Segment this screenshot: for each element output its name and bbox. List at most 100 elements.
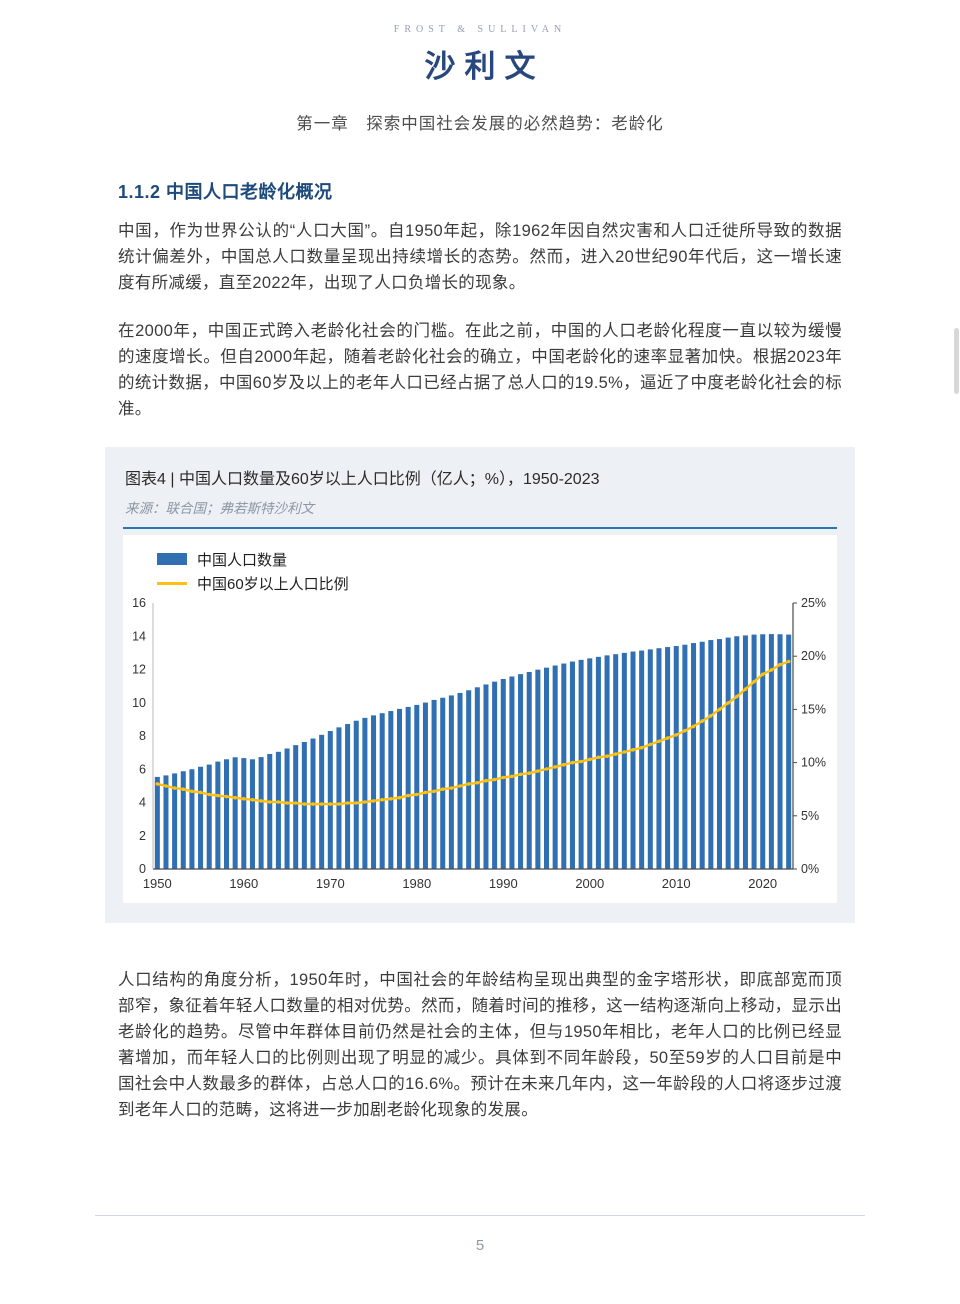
figure-source: 来源：联合国；弗若斯特沙利文 — [125, 501, 314, 516]
ratio-line-marker — [190, 789, 194, 794]
ratio-line-marker — [371, 799, 376, 803]
population-bar — [189, 769, 195, 869]
population-bar — [716, 639, 722, 869]
page-header: FROST & SULLIVAN 沙利文 第一章 探索中国社会发展的必然趋势：老… — [0, 0, 960, 134]
ratio-line-marker — [423, 790, 428, 795]
population-bar — [267, 753, 273, 869]
population-bar — [665, 647, 671, 869]
page-body: 1.1.2 中国人口老龄化概况 中国，作为世界公认的“人口大国”。自1950年起… — [105, 178, 855, 1123]
right-axis-label: 15% — [801, 702, 826, 716]
ratio-line-marker — [224, 794, 229, 799]
x-axis-label: 1950 — [143, 876, 172, 891]
ratio-line-marker — [527, 771, 531, 775]
ratio-line-marker — [337, 802, 341, 806]
ratio-line-marker — [155, 782, 160, 786]
population-bar — [466, 690, 472, 869]
x-axis-label: 2010 — [662, 876, 691, 891]
ratio-line-marker — [553, 765, 557, 769]
population-bar — [569, 661, 575, 869]
population-bar — [595, 656, 601, 869]
ratio-line-marker — [397, 795, 402, 800]
left-axis-label: 8 — [139, 729, 146, 743]
ratio-line-marker — [570, 760, 575, 765]
population-bar — [371, 715, 377, 869]
population-bar — [699, 641, 705, 869]
ratio-line-marker — [466, 782, 471, 786]
right-axis-label: 10% — [801, 756, 826, 770]
population-bar — [180, 771, 186, 869]
population-bar — [414, 704, 420, 869]
chart-area: 中国人口数量 中国60岁以上人口比例 0 2 4 6 8 10 12 14 16 0% 5% 10% 1… — [123, 535, 837, 903]
ratio-line-marker — [198, 790, 203, 795]
population-bar — [604, 655, 610, 869]
population-bar — [483, 684, 489, 869]
ratio-line-marker — [613, 752, 618, 756]
ratio-line-marker — [181, 787, 186, 791]
population-bar — [526, 671, 532, 869]
population-bar — [621, 652, 627, 870]
figure-card: 图表4 | 中国人口数量及60岁以上人口比例（亿人；%），1950-2023 来… — [105, 447, 855, 923]
population-bar — [518, 674, 524, 869]
population-bar — [682, 644, 688, 869]
ratio-line-marker — [492, 777, 497, 782]
ratio-line-marker — [484, 778, 488, 783]
ratio-line-marker — [311, 802, 315, 806]
right-axis-label: 25% — [801, 596, 826, 610]
left-axis-label: 6 — [139, 762, 146, 776]
ratio-line-marker — [207, 792, 211, 797]
population-bar — [336, 727, 342, 869]
ratio-line-marker — [363, 800, 367, 804]
ratio-line-marker — [743, 687, 748, 691]
ratio-line-marker — [726, 701, 730, 705]
population-bar — [647, 649, 653, 869]
x-axis-label: 2000 — [575, 876, 604, 891]
ratio-line-marker — [700, 719, 704, 723]
page-number: 5 — [475, 1237, 485, 1254]
population-bar — [639, 650, 645, 869]
ratio-line-marker — [354, 801, 358, 805]
chapter-heading: 第一章 探索中国社会发展的必然趋势：老龄化 — [296, 115, 664, 133]
ratio-line-marker — [216, 793, 220, 798]
ratio-line-marker — [760, 672, 765, 677]
population-bar — [751, 634, 757, 869]
frost-sullivan-logo-text: FROST & SULLIVAN — [393, 24, 567, 35]
ratio-line-marker — [665, 736, 670, 740]
figure-title: 图表4 | 中国人口数量及60岁以上人口比例（亿人；%），1950-2023 — [125, 471, 600, 488]
population-bar — [431, 699, 437, 869]
ratio-line-marker — [622, 750, 627, 754]
ratio-line-marker — [432, 789, 436, 794]
population-bar — [396, 708, 402, 869]
population-age-chart: 0 2 4 6 8 10 12 14 16 0% 5% 10% 15% 20% 25% 1950 1960 197… — [132, 596, 826, 891]
population-bar — [327, 731, 333, 869]
body-paragraph-1: 中国，作为世界公认的“人口大国”。自1950年起，除1962年因自然灾害和人口迁… — [118, 222, 842, 292]
ratio-line-marker — [164, 784, 168, 788]
ratio-line-marker — [268, 800, 272, 804]
population-bar — [154, 776, 160, 869]
population-bar — [448, 695, 454, 869]
left-axis-label: 12 — [132, 663, 146, 677]
right-axis-label: 5% — [801, 809, 819, 823]
ratio-line-marker — [683, 728, 687, 733]
ratio-line-marker — [242, 797, 246, 801]
ratio-line-marker — [544, 767, 549, 771]
population-bar — [457, 692, 463, 869]
population-bar — [777, 634, 783, 870]
ratio-line-marker — [293, 801, 298, 805]
population-bar — [362, 717, 368, 869]
population-bar — [656, 648, 662, 869]
population-bar — [293, 745, 299, 869]
population-bar — [172, 773, 178, 869]
left-axis-label: 16 — [132, 596, 146, 610]
population-bar — [319, 734, 325, 869]
ratio-line-marker — [518, 772, 523, 777]
scrollbar-thumb[interactable] — [954, 328, 959, 394]
right-axis-label: 0% — [801, 862, 819, 876]
population-bar — [440, 697, 446, 869]
population-bar — [768, 634, 774, 869]
population-bar — [786, 634, 792, 869]
legend-item-population: 中国人口数量 — [157, 547, 837, 571]
population-bar — [388, 711, 394, 869]
ratio-line-marker — [319, 802, 324, 806]
x-axis-label: 2020 — [748, 876, 777, 891]
